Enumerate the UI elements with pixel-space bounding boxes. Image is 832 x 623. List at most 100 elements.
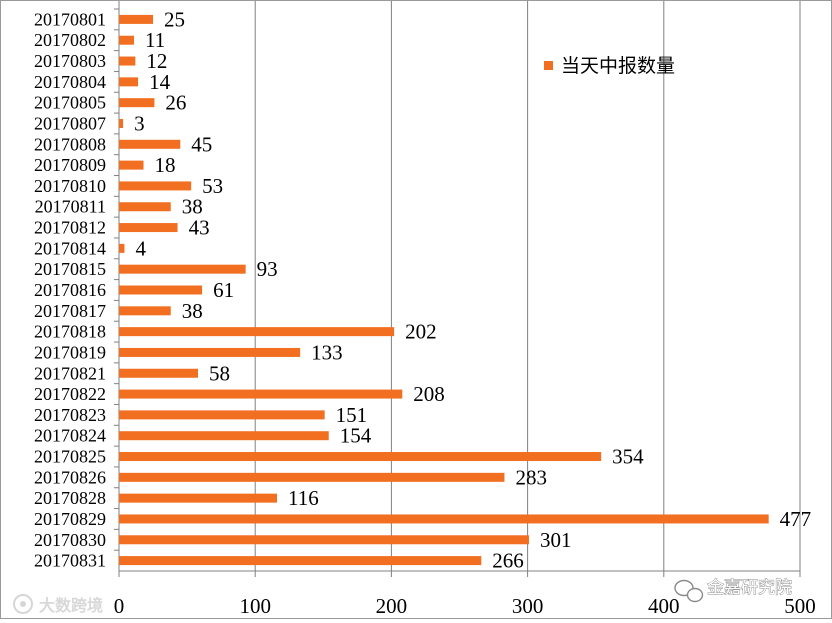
data-label-20170822: 208 [413, 382, 445, 406]
bar-20170824 [119, 431, 329, 441]
data-label-20170803: 12 [146, 49, 167, 73]
x-tick-label-300: 300 [512, 594, 544, 618]
bar-20170815 [119, 264, 246, 274]
category-label-20170822: 20170822 [34, 384, 106, 404]
data-label-20170811: 38 [182, 195, 203, 219]
x-tick-label-200: 200 [376, 594, 408, 618]
category-label-20170809: 20170809 [34, 155, 106, 175]
bar-20170819 [119, 347, 301, 357]
bar-20170805 [119, 98, 155, 108]
data-label-20170807: 3 [134, 111, 145, 135]
category-label-20170821: 20170821 [34, 363, 106, 383]
category-label-20170814: 20170814 [34, 238, 106, 258]
x-tick-label-400: 400 [648, 594, 680, 618]
category-label-20170802: 20170802 [34, 30, 106, 50]
x-tick-label-0: 0 [114, 594, 125, 618]
category-label-20170801: 20170801 [34, 9, 106, 29]
category-label-20170804: 20170804 [34, 72, 106, 92]
data-label-20170824: 154 [340, 424, 372, 448]
data-label-20170805: 26 [165, 91, 186, 115]
category-label-20170812: 20170812 [34, 218, 106, 238]
data-label-20170826: 283 [515, 465, 547, 489]
data-label-20170816: 61 [213, 278, 234, 302]
category-label-20170826: 20170826 [34, 467, 106, 487]
data-label-20170831: 266 [492, 549, 524, 573]
bar-20170812 [119, 223, 178, 233]
bar-20170804 [119, 77, 139, 87]
data-label-20170815: 93 [257, 257, 278, 281]
data-label-20170819: 133 [311, 340, 343, 364]
bar-20170829 [119, 514, 769, 524]
watermark-left: 大数跨境 [13, 594, 103, 615]
data-label-20170814: 4 [135, 236, 146, 260]
bar-20170831 [119, 556, 482, 566]
legend-swatch [544, 61, 553, 70]
category-label-20170816: 20170816 [34, 280, 106, 300]
category-label-20170817: 20170817 [34, 301, 106, 321]
bar-20170817 [119, 306, 171, 316]
data-label-20170829: 477 [780, 507, 812, 531]
bar-20170816 [119, 285, 203, 295]
x-tick-labels: 0 100 200 300 400 500 [114, 594, 816, 618]
wechat-icon [674, 579, 704, 603]
bar-20170822 [119, 389, 403, 399]
category-label-20170810: 20170810 [34, 176, 106, 196]
category-label-20170805: 20170805 [34, 93, 106, 113]
data-label-20170828: 116 [288, 486, 319, 510]
data-label-20170818: 202 [405, 320, 437, 344]
bar-20170809 [119, 160, 144, 170]
legend: 当天中报数量 [544, 55, 675, 77]
bar-20170814 [119, 243, 125, 253]
data-label-20170825: 354 [612, 445, 644, 469]
watermark-logo-icon-inner [20, 601, 26, 607]
data-label-20170821: 58 [209, 361, 230, 385]
data-labels: 2511121426345185338434936138202133582081… [134, 7, 811, 572]
data-label-20170830: 301 [540, 528, 572, 552]
category-label-20170829: 20170829 [34, 509, 106, 529]
bar-20170828 [119, 493, 277, 503]
category-label-20170823: 20170823 [34, 405, 106, 425]
category-labels: 2017080120170802201708032017080420170805… [34, 9, 106, 570]
legend-label: 当天中报数量 [561, 55, 675, 77]
category-label-20170824: 20170824 [34, 426, 106, 446]
category-label-20170818: 20170818 [34, 322, 106, 342]
category-label-20170828: 20170828 [34, 488, 106, 508]
x-tick-label-500: 500 [784, 594, 816, 618]
data-label-20170802: 11 [145, 28, 165, 52]
x-tick-label-100: 100 [239, 594, 271, 618]
bars [119, 14, 769, 566]
watermark-logo-icon [13, 594, 33, 614]
data-label-20170809: 18 [155, 153, 176, 177]
bar-20170825 [119, 452, 602, 462]
data-label-20170801: 25 [164, 7, 185, 31]
category-label-20170808: 20170808 [34, 134, 106, 154]
category-label-20170825: 20170825 [34, 447, 106, 467]
bar-20170826 [119, 472, 505, 482]
bar-20170808 [119, 139, 181, 149]
data-label-20170810: 53 [202, 174, 223, 198]
category-label-20170819: 20170819 [34, 342, 106, 362]
bar-20170807 [119, 118, 124, 128]
bar-20170801 [119, 14, 154, 24]
data-label-20170817: 38 [182, 299, 203, 323]
watermark-right: 金嘉研究院 [674, 578, 792, 603]
bar-20170818 [119, 327, 395, 337]
bar-20170830 [119, 535, 529, 545]
bar-20170823 [119, 410, 325, 420]
category-label-20170815: 20170815 [34, 259, 106, 279]
bar-20170811 [119, 202, 171, 212]
data-label-20170804: 14 [149, 70, 171, 94]
category-label-20170803: 20170803 [34, 51, 106, 71]
bar-20170821 [119, 368, 198, 378]
category-label-20170807: 20170807 [34, 113, 106, 133]
data-label-20170808: 45 [191, 132, 212, 156]
category-label-20170811: 20170811 [35, 197, 106, 217]
category-label-20170830: 20170830 [34, 530, 106, 550]
data-label-20170823: 151 [336, 403, 368, 427]
watermark-right-text: 金嘉研究院 [707, 578, 792, 598]
bar-20170810 [119, 181, 192, 191]
watermark-left-text: 大数跨境 [39, 596, 103, 615]
category-label-20170831: 20170831 [34, 551, 106, 571]
bar-20170802 [119, 35, 134, 45]
